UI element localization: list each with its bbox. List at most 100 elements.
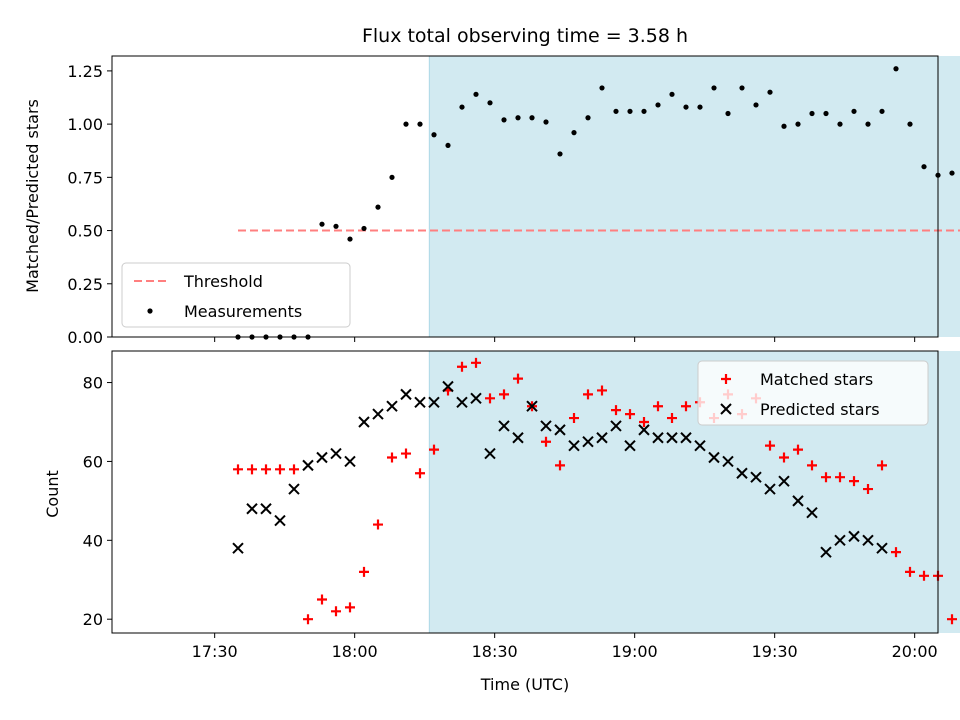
predicted-stars-point: [260, 503, 272, 515]
measurements-point: [795, 121, 801, 127]
matched-stars-point: [415, 468, 425, 479]
matched-stars-point: [247, 464, 257, 475]
legend-marker: [147, 308, 153, 314]
matched-stars-point: [835, 472, 845, 483]
y-tick-label: 0.50: [67, 222, 103, 241]
legend-label: Threshold: [183, 272, 263, 291]
predicted-stars-point: [316, 451, 328, 464]
y-tick-label: 1.00: [67, 115, 103, 134]
matched-stars-point: [359, 566, 369, 577]
matched-stars-point: [303, 614, 313, 625]
predicted-stars-point: [302, 459, 314, 472]
predicted-stars-point: [484, 447, 496, 460]
matched-stars-point: [667, 413, 677, 424]
predicted-stars-point: [344, 455, 356, 468]
matched-stars-point: [849, 476, 859, 487]
measurements-point: [445, 142, 451, 149]
predicted-stars-point: [526, 400, 538, 412]
measurements-point: [627, 108, 633, 114]
measurements-point: [851, 108, 857, 114]
predicted-stars-point: [470, 392, 482, 405]
predicted-stars-point: [722, 455, 734, 468]
predicted-stars-point: [708, 451, 720, 464]
predicted-stars-point: [372, 408, 384, 420]
matched-stars-point: [877, 460, 887, 471]
measurements-point: [487, 100, 493, 106]
predicted-stars-point: [806, 506, 818, 519]
measurements-point: [361, 225, 367, 232]
legend-box: [121, 262, 351, 328]
measurements-point: [641, 108, 647, 114]
measurements-point: [865, 121, 871, 127]
measurements-point: [557, 151, 563, 157]
predicted-stars-point: [582, 436, 594, 448]
measurements-point: [669, 91, 675, 97]
matched-stars-point: [765, 440, 775, 451]
measurements-point: [879, 108, 885, 114]
matched-stars-point: [233, 464, 243, 475]
measurements-point: [697, 104, 703, 110]
predicted-stars-point: [456, 396, 468, 408]
predicted-stars-point: [764, 483, 776, 495]
legend-label: Measurements: [184, 302, 302, 321]
measurements-point: [949, 170, 955, 176]
matched-stars-point: [919, 570, 929, 581]
matched-stars-point: [345, 602, 355, 613]
x-tick-label: 18:30: [472, 642, 518, 661]
matched-stars-point: [905, 566, 915, 577]
x-tick-label: 20:00: [892, 642, 938, 661]
matched-stars-point: [597, 385, 607, 396]
predicted-stars-point: [358, 416, 370, 428]
measurements-point: [837, 121, 843, 127]
predicted-stars-point: [848, 530, 860, 543]
measurements-point: [431, 132, 437, 138]
matched-stars-point: [485, 393, 495, 404]
measurements-point: [781, 123, 787, 129]
legend-box: [697, 360, 929, 426]
measurements-point: [585, 115, 591, 121]
predicted-stars-point: [876, 542, 888, 554]
measurements-point: [613, 108, 619, 114]
measurements-point: [417, 121, 423, 127]
x-tick-label: 19:00: [612, 642, 658, 661]
y-tick-label: 0.25: [67, 275, 103, 294]
matched-stars-point: [261, 464, 271, 475]
matched-stars-point: [947, 614, 957, 625]
y-tick-label: 80: [83, 374, 103, 393]
measurements-point: [319, 221, 325, 227]
legend-marker: [720, 403, 732, 415]
predicted-stars-point: [414, 396, 426, 408]
matched-stars-point: [793, 444, 803, 455]
predicted-stars-point: [442, 380, 454, 393]
plot-frame: [111, 55, 939, 338]
measurements-point: [347, 236, 353, 242]
measurements-point: [389, 174, 395, 180]
chart-title: Flux total observing time = 3.58 h: [362, 25, 688, 47]
matched-stars-point: [499, 389, 509, 400]
bottom-legend: Matched stars Predicted stars: [697, 360, 929, 426]
measurements-point: [767, 89, 773, 95]
matched-stars-point: [583, 389, 593, 400]
predicted-stars-point: [554, 424, 566, 436]
predicted-stars-point: [568, 439, 580, 452]
matched-stars-point: [569, 413, 579, 424]
measurements-point: [529, 115, 535, 121]
measurements-point: [333, 223, 339, 229]
y-tick-label: 40: [83, 531, 103, 550]
predicted-stars-point: [274, 514, 286, 527]
legend-label: Predicted stars: [760, 400, 880, 419]
plot-frame: [111, 350, 939, 634]
matched-stars-point: [779, 452, 789, 463]
matched-stars-point: [317, 594, 327, 605]
measurements-point: [823, 110, 829, 117]
predicted-stars-point: [652, 432, 664, 444]
top-y-axis-label: Matched/Predicted stars: [23, 99, 42, 293]
measurements-point: [655, 102, 661, 108]
predicted-stars-point: [862, 534, 874, 547]
predicted-stars-point: [512, 432, 524, 444]
y-tick-label: 1.25: [67, 62, 103, 81]
measurements-point: [459, 104, 465, 110]
matched-stars-point: [471, 357, 481, 368]
matched-stars-point: [331, 606, 341, 617]
matched-stars-point: [401, 448, 411, 459]
